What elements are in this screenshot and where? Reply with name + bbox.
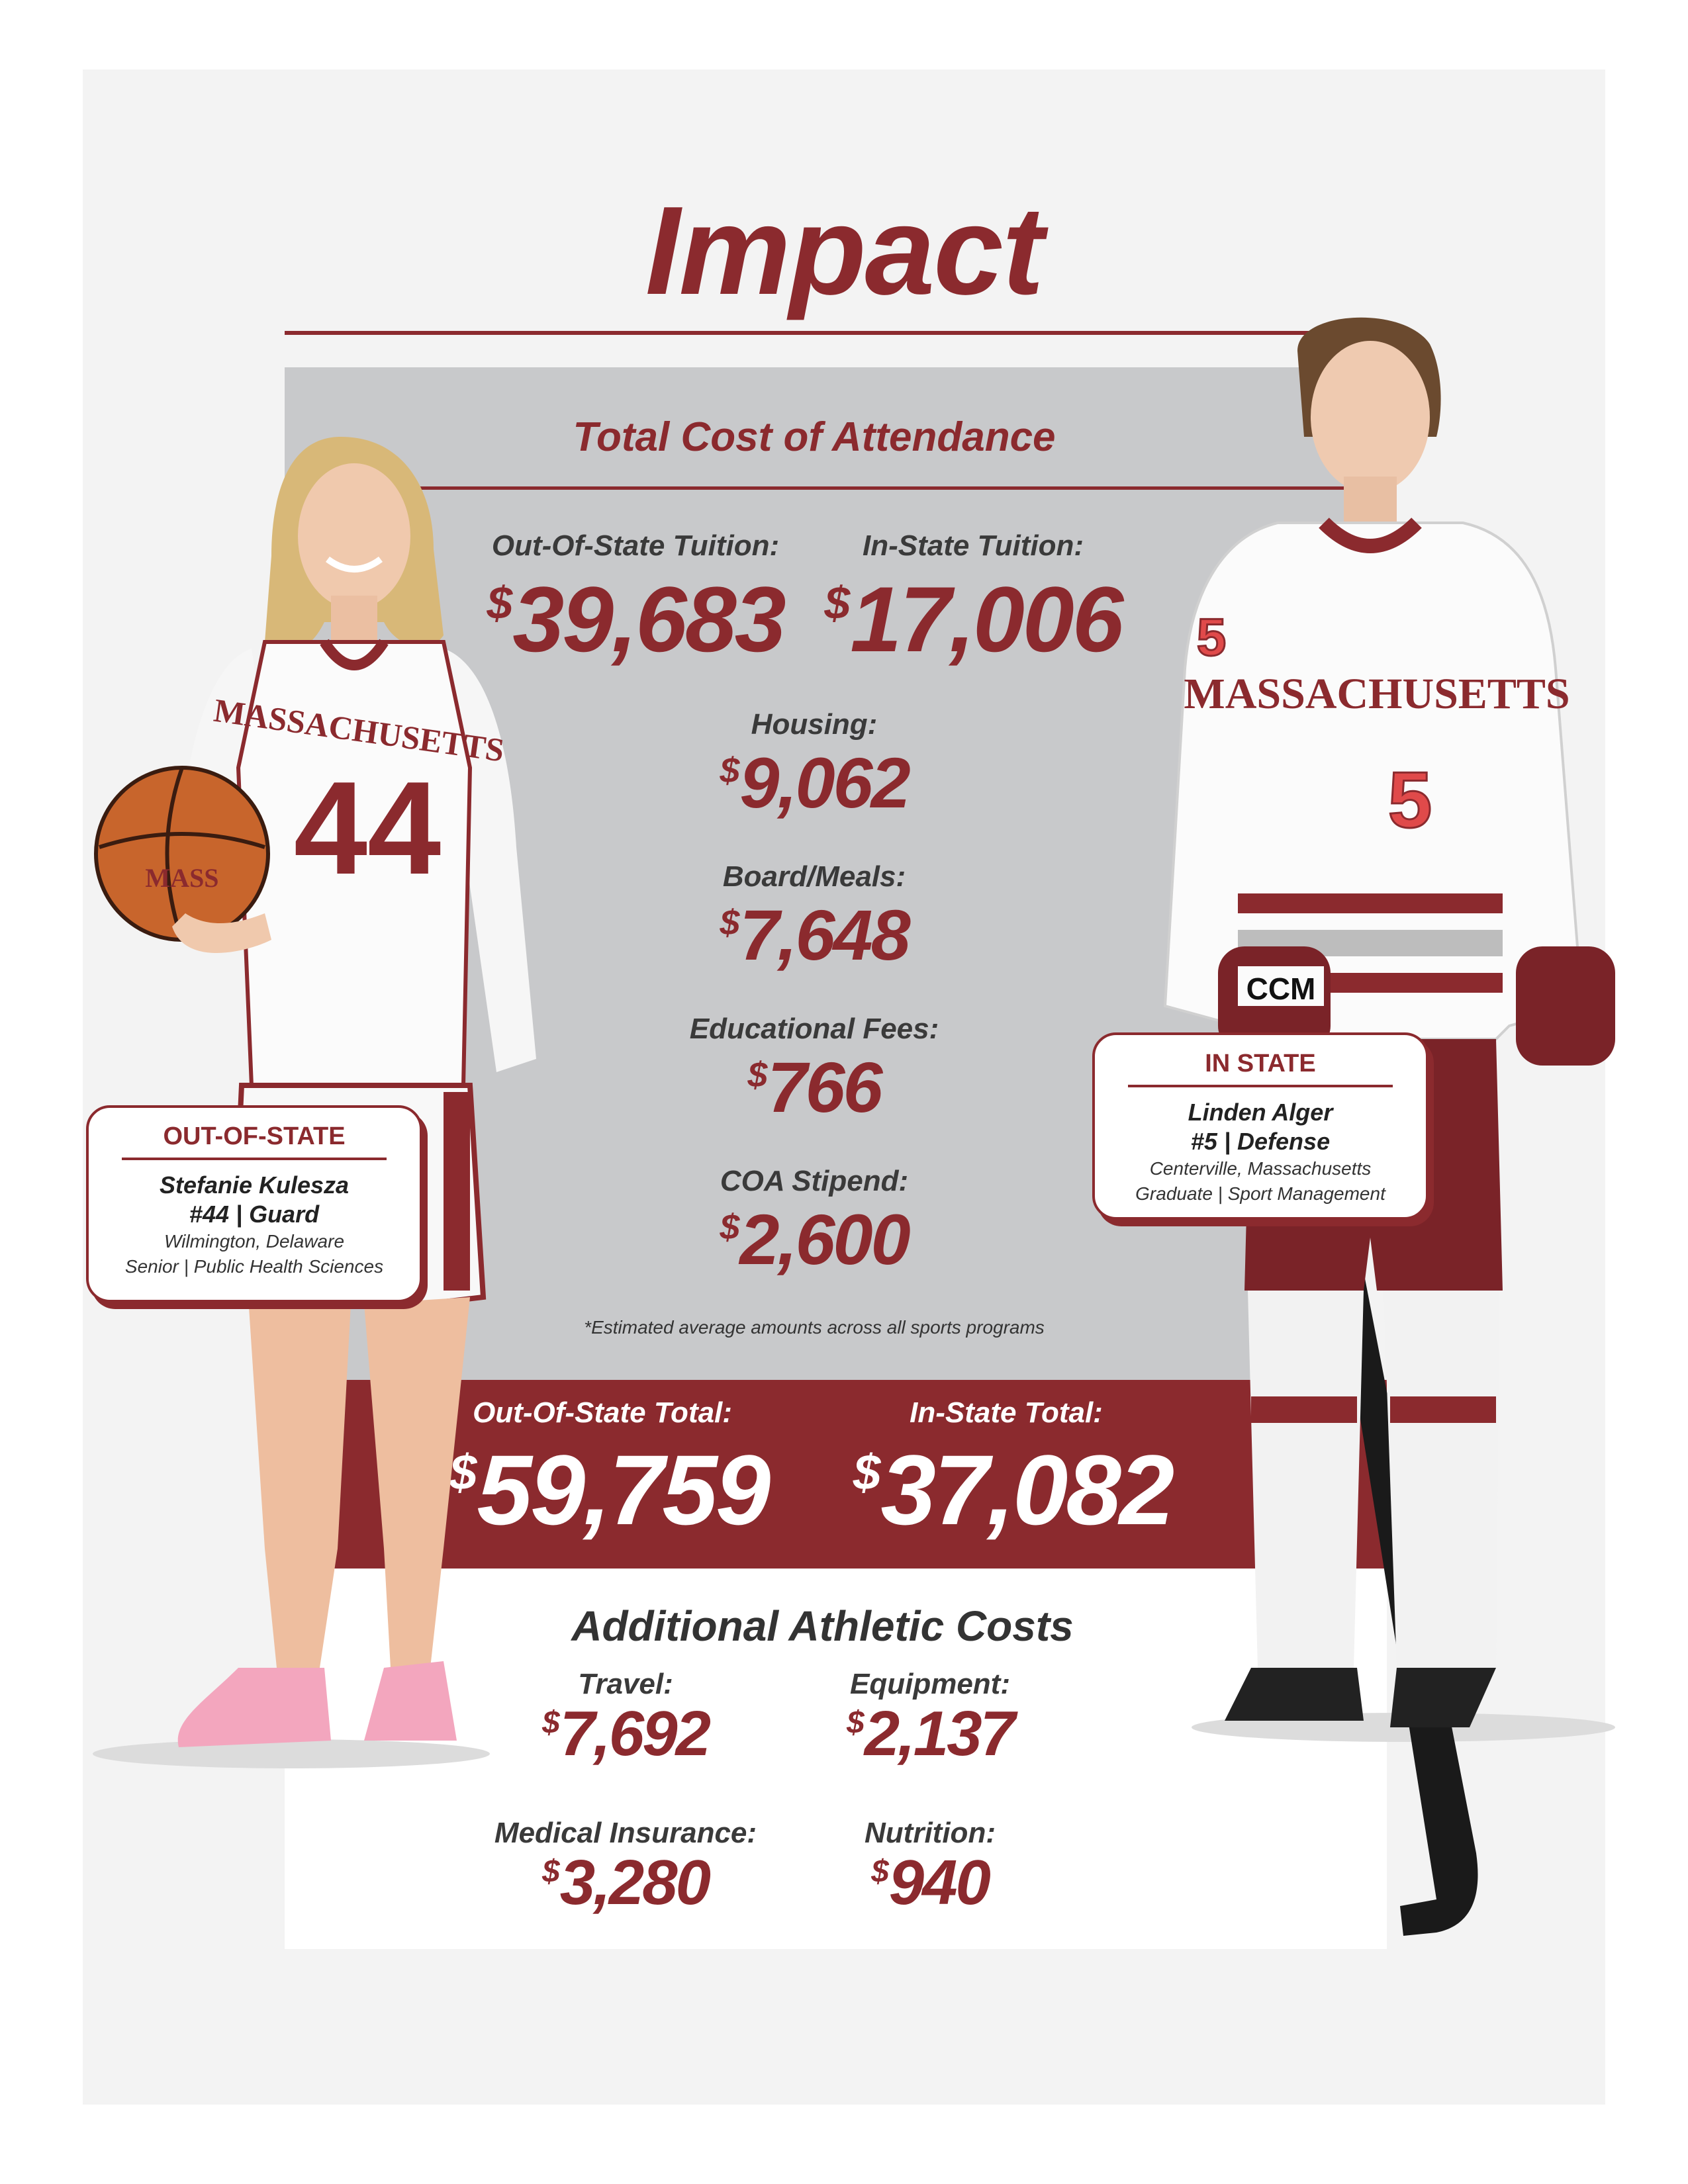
nutrition-label: Nutrition: xyxy=(865,1817,996,1849)
hockey-player-photo: MASSACHUSETTS 5 5 CCM xyxy=(1163,317,1615,1936)
in-state-tuition-amount: $17,006 xyxy=(824,567,1123,671)
card-divider xyxy=(1128,1085,1393,1087)
in-state-card-heading: IN STATE xyxy=(1205,1050,1316,1077)
athlete-name: Linden Alger xyxy=(1188,1099,1333,1126)
cost-of-attendance-heading: Total Cost of Attendance xyxy=(573,414,1056,460)
in-state-athlete-card: IN STATE Linden Alger #5 | Defense Cente… xyxy=(1092,1032,1429,1220)
educational-fees-amount: $766 xyxy=(747,1047,882,1127)
out-of-state-total-label: Out-Of-State Total: xyxy=(473,1396,732,1429)
sleeve-number: 5 xyxy=(1197,608,1227,666)
additional-costs-heading: Additional Athletic Costs xyxy=(571,1602,1074,1650)
athlete-number-position: #44 | Guard xyxy=(189,1201,320,1228)
equipment-label: Equipment: xyxy=(850,1668,1010,1700)
out-of-state-total-amount: $59,759 xyxy=(449,1434,771,1545)
coa-stipend-label: COA Stipend: xyxy=(720,1165,909,1197)
jersey-number: 44 xyxy=(294,754,441,902)
estimate-footnote: *Estimated average amounts across all sp… xyxy=(584,1317,1045,1338)
out-of-state-tuition-amount: $39,683 xyxy=(487,567,786,671)
athlete-name: Stefanie Kulesza xyxy=(159,1171,350,1199)
out-of-state-tuition-label: Out-Of-State Tuition: xyxy=(491,529,780,562)
athlete-number-position: #5 | Defense xyxy=(1190,1128,1331,1155)
page-title: Impact xyxy=(645,181,1044,321)
equipment-amount: $2,137 xyxy=(847,1698,1015,1769)
out-of-state-athlete-card: OUT-OF-STATE Stefanie Kulesza #44 | Guar… xyxy=(86,1105,422,1302)
basketball-text: MASS xyxy=(145,863,218,893)
in-state-total-label: In-State Total: xyxy=(910,1396,1103,1429)
travel-amount: $7,692 xyxy=(542,1698,711,1769)
athlete-hometown: Centerville, Massachusetts xyxy=(1149,1158,1372,1179)
title-divider xyxy=(285,331,1344,335)
athlete-class-major: Senior | Public Health Sciences xyxy=(124,1256,384,1277)
medical-insurance-amount: $3,280 xyxy=(542,1847,711,1918)
cost-heading-divider xyxy=(285,486,1344,490)
card-divider xyxy=(122,1158,387,1160)
educational-fees-label: Educational Fees: xyxy=(689,1013,939,1045)
coa-stipend-amount: $2,600 xyxy=(720,1199,910,1279)
totals-band: Out-Of-State Total: $59,759 In-State Tot… xyxy=(285,1380,1387,1569)
hockey-jersey-text: MASSACHUSETTS xyxy=(1184,670,1570,718)
basketball-player-photo: MASSACHUSETTS 44 MASS xyxy=(93,437,536,1768)
in-state-total-amount: $37,082 xyxy=(853,1434,1175,1545)
nutrition-amount: $940 xyxy=(871,1847,991,1918)
housing-amount: $9,062 xyxy=(720,743,910,823)
out-of-state-card-heading: OUT-OF-STATE xyxy=(163,1122,346,1150)
athlete-hometown: Wilmington, Delaware xyxy=(164,1231,345,1251)
board-meals-label: Board/Meals: xyxy=(722,860,906,893)
athlete-class-major: Graduate | Sport Management xyxy=(1135,1183,1385,1204)
board-meals-amount: $7,648 xyxy=(720,895,910,975)
medical-insurance-label: Medical Insurance: xyxy=(494,1817,757,1849)
in-state-tuition-label: In-State Tuition: xyxy=(862,529,1084,562)
housing-label: Housing: xyxy=(751,708,878,741)
hockey-jersey-number: 5 xyxy=(1388,756,1432,844)
glove-text: CCM xyxy=(1246,972,1316,1006)
travel-label: Travel: xyxy=(578,1668,673,1700)
